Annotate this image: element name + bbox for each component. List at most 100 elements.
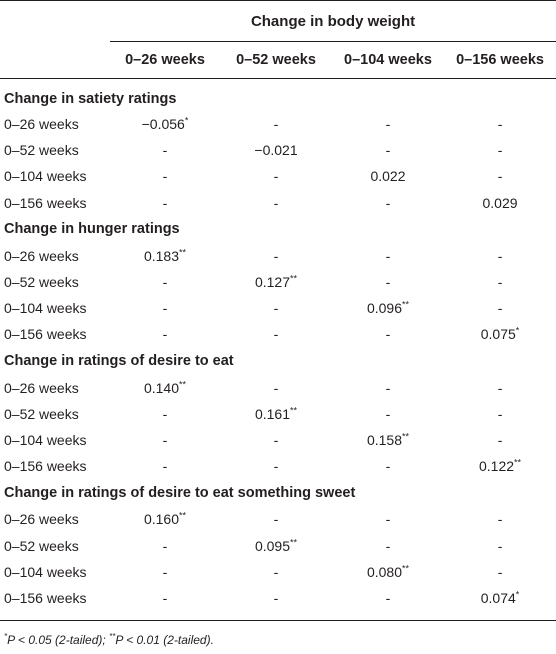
cell-value: - — [162, 405, 168, 422]
significance-mark: * — [515, 589, 520, 600]
cell-value: - — [162, 326, 168, 343]
cell-value: - — [385, 194, 391, 211]
footnote-text-p05: P < 0.05 (2-tailed); — [7, 633, 110, 647]
cell-value: - — [497, 142, 503, 159]
cell-value: - — [497, 300, 503, 317]
section-header-row: Change in ratings of desire to eat — [0, 348, 556, 375]
cell-value: - — [162, 589, 168, 606]
table-footnote: *P < 0.05 (2-tailed); **P < 0.01 (2-tail… — [4, 632, 214, 648]
table-cell: - — [220, 453, 332, 479]
cell-value: - — [162, 194, 168, 211]
table-cell: - — [444, 559, 556, 585]
table-cell: 0.029 — [444, 190, 556, 216]
row-label: 0–104 weeks — [4, 300, 87, 317]
cell-value: - — [385, 142, 391, 159]
significance-mark: ** — [290, 273, 298, 284]
table-cell: - — [110, 295, 220, 321]
section-title: Change in ratings of desire to eat somet… — [4, 484, 356, 501]
significance-mark: ** — [290, 536, 298, 547]
spanner-header-text: Change in body weight — [250, 12, 416, 30]
column-header-row-label — [0, 42, 110, 79]
table-cell: - — [110, 190, 220, 216]
cell-value: - — [497, 379, 503, 396]
table-cell: - — [220, 375, 332, 401]
cell-value: - — [385, 274, 391, 291]
table-row: 0–26 weeks 0.160** - - - — [0, 506, 556, 532]
table-cell: 0.161** — [220, 401, 332, 427]
cell-value: 0.096 — [366, 300, 403, 317]
header-empty-cell — [0, 1, 110, 42]
cell-value: - — [273, 194, 279, 211]
table-cell: - — [220, 506, 332, 532]
table-cell: - — [444, 427, 556, 453]
cell-value: 0.161 — [254, 405, 291, 422]
table-cell: −0.056* — [110, 111, 220, 137]
table-cell: - — [220, 585, 332, 611]
table-cell: 0.127** — [220, 269, 332, 295]
table-cell: - — [332, 506, 444, 532]
footnote-mark-double: ** — [109, 632, 116, 641]
table-row: 0–104 weeks - - 0.096** - — [0, 295, 556, 321]
table-cell: - — [332, 532, 444, 558]
cell-value: - — [385, 537, 391, 554]
table-cell: - — [444, 506, 556, 532]
section-header-row: Change in satiety ratings — [0, 79, 556, 112]
cell-value: 0.183 — [143, 247, 180, 264]
table-cell: - — [444, 243, 556, 269]
cell-value: - — [385, 116, 391, 133]
table-cell: 0.160** — [110, 506, 220, 532]
table-cell: - — [110, 321, 220, 347]
table-cell: - — [332, 269, 444, 295]
cell-value: −0.056 — [141, 116, 185, 133]
table-cell: - — [444, 269, 556, 295]
cell-value: 0.095 — [254, 537, 291, 554]
row-label: 0–156 weeks — [4, 326, 87, 343]
cell-value: - — [385, 379, 391, 396]
table-row: 0–156 weeks - - - 0.029 — [0, 190, 556, 216]
cell-value: - — [162, 300, 168, 317]
cell-value: 0.122 — [478, 458, 515, 475]
table-cell: - — [110, 137, 220, 163]
row-label: 0–26 weeks — [4, 247, 79, 264]
section-header-row: Change in ratings of desire to eat somet… — [0, 479, 556, 506]
table-cell: 0.158** — [332, 427, 444, 453]
column-header-0-26: 0–26 weeks — [125, 52, 205, 68]
table-row: 0–104 weeks - - 0.022 - — [0, 163, 556, 189]
table-cell: - — [332, 111, 444, 137]
column-header-0-52: 0–52 weeks — [236, 52, 316, 68]
table-cell: 0.183** — [110, 243, 220, 269]
table-cell: - — [332, 137, 444, 163]
cell-value: 0.029 — [482, 194, 518, 211]
section-title: Change in satiety ratings — [4, 91, 177, 107]
table-cell: - — [332, 585, 444, 611]
table-cell: 0.096** — [332, 295, 444, 321]
cell-value: - — [385, 589, 391, 606]
row-label: 0–26 weeks — [4, 116, 79, 133]
section-title: Change in hunger ratings — [4, 221, 180, 238]
table-row: 0–156 weeks - - - 0.122** — [0, 453, 556, 479]
cell-value: - — [273, 379, 279, 396]
cell-value: - — [385, 405, 391, 422]
significance-mark: ** — [290, 405, 298, 416]
table-cell: - — [110, 559, 220, 585]
table-cell: - — [220, 295, 332, 321]
significance-mark: ** — [402, 299, 410, 310]
cell-value: - — [497, 563, 503, 580]
table-cell: 0.080** — [332, 559, 444, 585]
table-cell: 0.074* — [444, 585, 556, 611]
table-cell: - — [332, 243, 444, 269]
table-cell: −0.021 — [220, 137, 332, 163]
row-label: 0–156 weeks — [4, 458, 87, 475]
row-label: 0–104 weeks — [4, 563, 87, 580]
table-cell: - — [332, 321, 444, 347]
footnote-text-p01: P < 0.01 (2-tailed). — [115, 633, 214, 647]
table-cell: 0.075* — [444, 321, 556, 347]
significance-mark: ** — [514, 457, 522, 468]
cell-value: - — [385, 326, 391, 343]
column-header-0-104: 0–104 weeks — [344, 52, 432, 68]
correlation-table: Change in body weight 0–26 weeks 0–52 we… — [0, 0, 556, 611]
cell-value: - — [273, 116, 279, 133]
cell-value: 0.080 — [366, 563, 403, 580]
table-cell: - — [110, 269, 220, 295]
cell-value: - — [497, 537, 503, 554]
